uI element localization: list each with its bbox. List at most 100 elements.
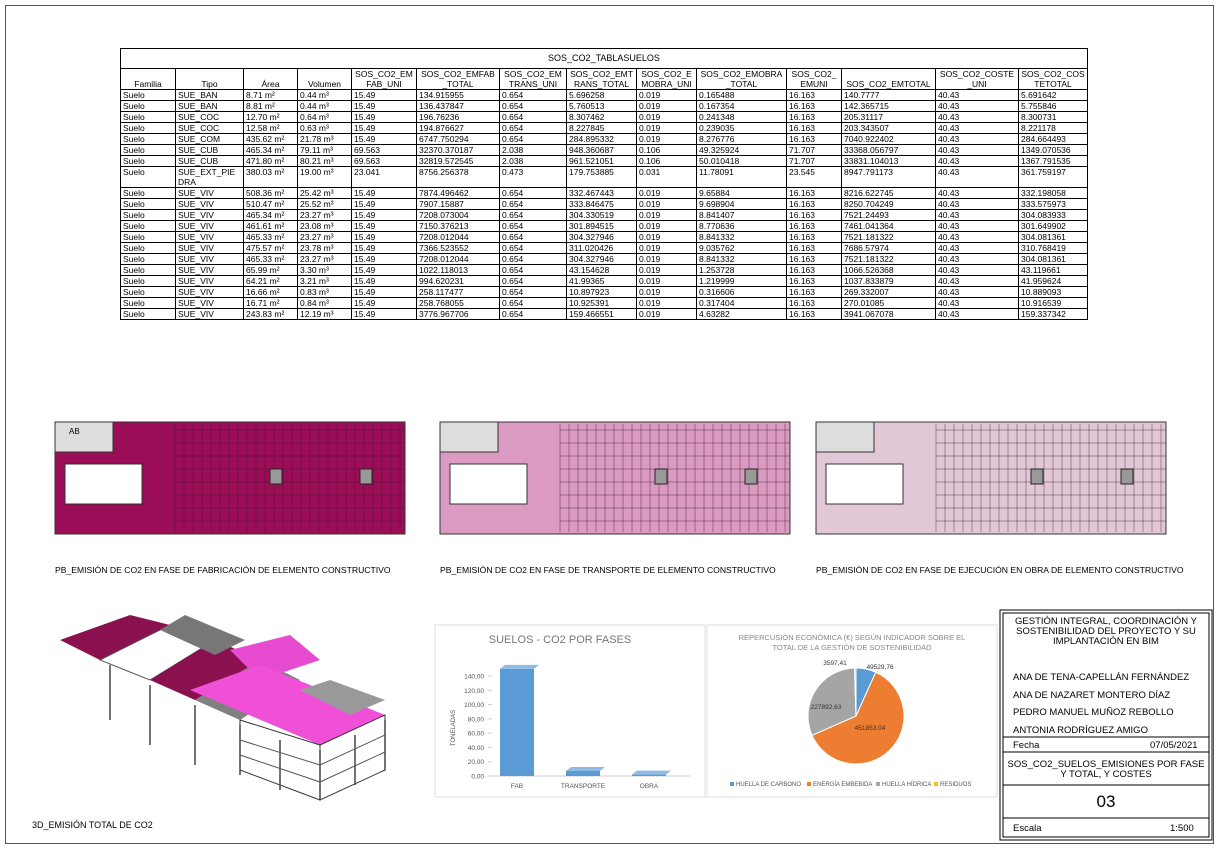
- table-row: Suelo SUE_CUB 471.80 m² 80.21 m³ 69.563 32819…: [120, 155, 1088, 167]
- table-cell: 159.466551: [566, 308, 637, 320]
- bar: [632, 774, 666, 776]
- pie-slice: [854, 667, 857, 717]
- table-row: Suelo SUE_VIV 243.83 m² 12.19 m³ 15.49 3776.9…: [120, 308, 1088, 320]
- table-cell: 243.83 m²: [243, 308, 298, 320]
- bar-top: [566, 767, 605, 771]
- table-row: Suelo SUE_VIV 475.57 m² 23.78 m³ 15.49 7366.5…: [120, 242, 1088, 254]
- plan-stair: [654, 468, 668, 485]
- plan-void: [825, 463, 904, 505]
- y-axis-title: TONELADAS: [451, 710, 457, 746]
- plan-caption: PB_EMISIÓN DE CO2 EN FASE DE EJECUCIÓN E…: [816, 565, 1184, 575]
- legend-swatch: [934, 782, 938, 786]
- 3d-slab-pink: [190, 665, 385, 745]
- author: PEDRO MANUEL MUÑOZ REBOLLO: [1013, 707, 1174, 718]
- y-tick-label: 140,00: [464, 674, 484, 681]
- date: 07/05/2021: [1150, 740, 1198, 751]
- 3d-view: [60, 615, 386, 801]
- header-row: Familia Tipo Área Volumen SOS_CO2_EMFAB_UNI S…: [120, 68, 1088, 90]
- table-title: SOS_CO2_TABLASUELOS: [120, 48, 1088, 68]
- 3d-slab: [150, 640, 260, 700]
- scale: 1:500: [1170, 823, 1194, 834]
- table-row: Suelo SUE_VIV 16.66 m² 0.83 m³ 15.49 258.1174…: [120, 286, 1088, 298]
- slice-label: 451853,04: [855, 725, 886, 732]
- slice-label: 49529,76: [866, 664, 893, 671]
- table-row: Suelo SUE_VIV 64.21 m² 3.21 m³ 15.49 994.6202…: [120, 275, 1088, 287]
- author: ANA DE NAZARET MONTERO DÍAZ: [1013, 689, 1171, 701]
- 3d-floors: [239, 734, 386, 783]
- table-row: Suelo SUE_VIV 465.33 m² 23.27 m³ 15.49 7208.0…: [120, 231, 1088, 243]
- bar: [566, 771, 600, 776]
- legend-swatch: [730, 782, 734, 786]
- date-label: Fecha: [1013, 740, 1040, 751]
- x-tick-label: FAB: [511, 783, 523, 790]
- plan-annex: [439, 421, 499, 453]
- table-row: Suelo SUE_VIV 16.71 m² 0.84 m³ 15.49 258.7680…: [120, 297, 1088, 309]
- sheet-frame: [5, 5, 1214, 844]
- chart-title: REPERCUSIÓN ECONÓMICA (€) SEGÚN INDICADO…: [739, 633, 966, 652]
- floor-plan: AB: [54, 421, 406, 535]
- plan-caption: PB_EMISIÓN DE CO2 EN FASE DE TRANSPORTE …: [440, 565, 776, 575]
- y-tick-label: 100,00: [464, 702, 484, 709]
- author: ANTONIA RODRÍGUEZ AMIGO: [1013, 724, 1148, 736]
- legend-label: HUELLA DE CARBONO: [736, 782, 801, 788]
- sheet-title: SOS_CO2_SUELOS_EMISIONES POR FASE Y TOTA…: [1007, 759, 1205, 780]
- table-cell: 40.43: [935, 308, 1019, 320]
- bar-top: [632, 770, 671, 775]
- legend-label: ENERGÍA EMBEBIDA: [813, 781, 872, 788]
- author: ANA DE TENA-CAPELLÁN FERNÁNDEZ: [1013, 672, 1190, 683]
- project-title: GESTIÓN INTEGRAL, COORDINACIÓN Y SOSTENI…: [1015, 616, 1197, 647]
- legend-swatch: [876, 782, 880, 786]
- 3d-roof: [60, 615, 170, 660]
- plan-annex: [54, 421, 114, 453]
- table-row: Suelo SUE_VIV 508.36 m² 25.42 m³ 15.49 7874.4…: [120, 187, 1088, 199]
- y-tick-label: 80,00: [468, 716, 485, 723]
- schedule-table: SOS_CO2_TABLASUELOS Familia Tipo Área Volum…: [120, 48, 1088, 320]
- x-tick-label: OBRA: [640, 783, 659, 790]
- slice-label: 3597,41: [823, 660, 847, 667]
- table-row: Suelo SUE_COC 12.70 m² 0.64 m³ 15.49 196.7623…: [120, 111, 1088, 123]
- chart-title-line: REPERCUSIÓN ECONÓMICA (€) SEGÚN INDICADO…: [739, 633, 966, 642]
- bar: [500, 668, 534, 776]
- legend-swatch: [807, 782, 811, 786]
- bar-top: [500, 664, 539, 669]
- plan-stair: [359, 468, 373, 485]
- chart-title: SUELOS - CO2 POR FASES: [489, 634, 631, 646]
- y-tick-label: 20,00: [468, 759, 485, 766]
- plan-stair: [1120, 468, 1134, 485]
- legend-label: HUELLA HÍDRICA: [882, 781, 931, 788]
- y-tick-label: 120,00: [464, 688, 484, 695]
- plan-stair: [744, 468, 758, 485]
- plan-caption: PB_EMISIÓN DE CO2 EN FASE DE FABRICACIÓN…: [55, 565, 391, 575]
- 3d-slab-gray: [300, 680, 385, 715]
- sheet-number: 03: [1096, 792, 1116, 811]
- plan-stair: [1030, 468, 1044, 485]
- 3d-columns: [109, 665, 386, 800]
- table-row: Suelo SUE_VIV 465.34 m² 23.27 m³ 15.49 7208.0…: [120, 209, 1088, 221]
- plan-annex: [815, 421, 875, 453]
- plan-void: [449, 463, 528, 505]
- y-tick-label: 0,00: [471, 774, 484, 781]
- x-tick-label: TRANSPORTE: [561, 783, 606, 790]
- chart-title-line: TOTAL DE LA GESTIÓN DE SOSTENIBILIDAD: [772, 643, 932, 652]
- y-tick-label: 60,00: [468, 731, 485, 738]
- table-cell: 159.337342: [1018, 308, 1088, 320]
- plan-tag: AB: [69, 427, 80, 436]
- slice-label: 227892,63: [811, 704, 842, 711]
- legend-label: RESIDUOS: [940, 782, 971, 788]
- table-body: Suelo SUE_BAN 8.71 m² 0.44 m³ 15.49 134.91595…: [120, 89, 1088, 320]
- plan-void: [64, 463, 143, 505]
- plan-stair: [269, 468, 283, 485]
- title-block-frame: [999, 609, 1213, 841]
- 3d-caption: 3D_EMISIÓN TOTAL DE CO2: [32, 820, 153, 830]
- scale-label: Escala: [1013, 823, 1042, 834]
- 3d-slab-gray: [160, 615, 245, 655]
- pie-slice: [807, 667, 857, 736]
- y-tick-label: 40,00: [468, 745, 485, 752]
- table-row: Suelo SUE_CUB 465.34 m² 79.11 m³ 69.563 32370…: [120, 144, 1088, 156]
- floor-plan: [815, 421, 1167, 535]
- pie-slice: [811, 671, 905, 765]
- table-row: Suelo SUE_VIV 65.99 m² 3.30 m³ 15.49 1022.118…: [120, 264, 1088, 276]
- floor-plan: [439, 421, 791, 535]
